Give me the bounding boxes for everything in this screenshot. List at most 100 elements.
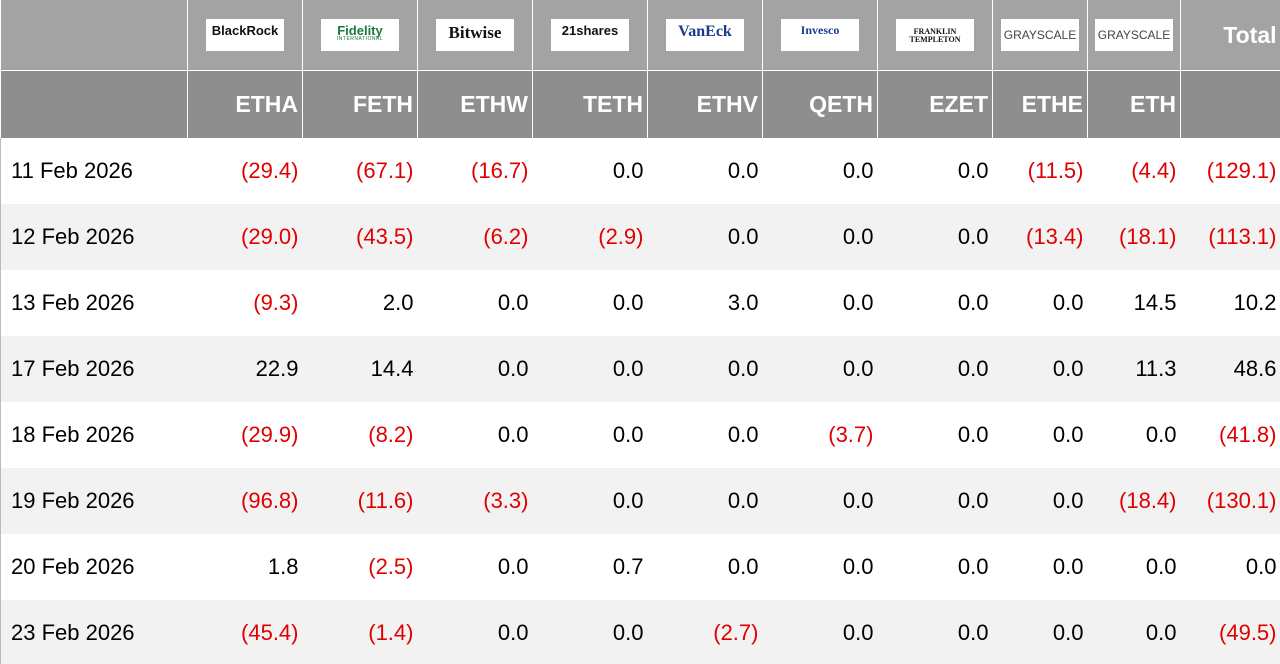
flow-cell: 0.0: [1145, 422, 1177, 447]
flow-cell: 0.0: [1087, 600, 1181, 664]
logo-cell: Bitwise: [417, 0, 533, 71]
flow-cell: 11.3: [1087, 336, 1181, 402]
flow-cell: (18.1): [1087, 204, 1181, 270]
data-row: 17 Feb 2026 22.9 14.4 0.0 0.0 0.0 0.0 0.0 0.0 11.…: [0, 336, 1280, 402]
ticker: ETHV: [647, 70, 763, 138]
flow-cell: (9.3): [253, 290, 299, 315]
flow-cell: 0.0: [877, 204, 993, 270]
corner-cell: [0, 0, 188, 71]
logo-text: Bitwise: [448, 23, 502, 42]
flow-cell: 0.0: [762, 468, 878, 534]
flow-cell: 0.0: [497, 554, 529, 579]
flow-cell: (29.0): [187, 204, 303, 270]
flow-cell: 0.7: [612, 554, 644, 579]
ticker: ETH: [1087, 70, 1181, 138]
issuer-logo: 21shares: [551, 19, 629, 51]
logo-text: GRAYSCALE: [1003, 28, 1077, 42]
data-row: 18 Feb 2026 (29.9) (8.2) 0.0 0.0 0.0 (3.7) 0.0 0…: [0, 402, 1280, 468]
date-cell: 17 Feb 2026: [0, 336, 188, 402]
flow-cell: 48.6: [1180, 336, 1280, 402]
flow-cell: 0.0: [647, 336, 763, 402]
flow-cell: 0.0: [762, 204, 878, 270]
flow-cell: (6.2): [417, 204, 533, 270]
flow-cell: 0.0: [877, 336, 993, 402]
flow-cell: (18.4): [1087, 468, 1181, 534]
flow-cell: 0.0: [762, 336, 878, 402]
logo-cell: Invesco: [762, 0, 878, 71]
flow-cell: (13.4): [992, 204, 1088, 270]
data-row: 19 Feb 2026 (96.8) (11.6) (3.3) 0.0 0.0 0.0 0.0…: [0, 468, 1280, 534]
issuer-logo: GRAYSCALE: [1001, 19, 1079, 51]
issuer-logo: Fidelity INTERNATIONAL: [321, 19, 399, 51]
flow-cell: 10.2: [1233, 290, 1277, 315]
logo-cell: Fidelity INTERNATIONAL: [302, 0, 418, 71]
ticker: ETHE: [992, 70, 1088, 138]
issuer-logo: GRAYSCALE: [1095, 19, 1173, 51]
flow-cell: 0.0: [612, 290, 644, 315]
logo-row: BlackRock Fidelity INTERNATIONAL Bitwise 21s…: [0, 0, 1280, 71]
flow-cell: 0.0: [532, 336, 648, 402]
ticker: ETHA: [187, 70, 303, 138]
date-cell: 19 Feb 2026: [0, 468, 188, 534]
flow-cell: 1.8: [267, 554, 299, 579]
flow-cell: 0.0: [877, 600, 993, 664]
flow-cell: 0.0: [842, 290, 874, 315]
logo-cell: GRAYSCALE: [992, 0, 1088, 71]
flow-cell: 0.0: [992, 468, 1088, 534]
logo-text: GRAYSCALE: [1097, 28, 1171, 42]
flow-cell: 0.0: [532, 468, 648, 534]
flow-cell: (45.4): [187, 600, 303, 664]
flow-cell: (8.2): [368, 422, 414, 447]
ticker: FETH: [302, 70, 418, 138]
flow-cell: (96.8): [187, 468, 303, 534]
data-row: 11 Feb 2026 (29.4) (67.1) (16.7) 0.0 0.0 0.0 0.…: [0, 138, 1280, 204]
flow-cell: 0.0: [647, 468, 763, 534]
flow-cell: 0.0: [877, 468, 993, 534]
data-row: 20 Feb 2026 1.8 (2.5) 0.0 0.7 0.0 0.0 0.0 0.0 0.0…: [0, 534, 1280, 600]
logo-text: Invesco: [800, 23, 840, 37]
flow-cell: 0.0: [532, 600, 648, 664]
flow-cell: 0.0: [497, 422, 529, 447]
flow-cell: 0.0: [497, 290, 529, 315]
flow-cell: 0.0: [992, 336, 1088, 402]
flow-cell: 0.0: [992, 600, 1088, 664]
flow-cell: 0.0: [957, 554, 989, 579]
logo-text: VanEck: [678, 23, 732, 40]
flow-cell: (2.5): [368, 554, 414, 579]
issuer-logo: Invesco: [781, 19, 859, 51]
flow-cell: 0.0: [957, 158, 989, 183]
data-row: 12 Feb 2026 (29.0) (43.5) (6.2) (2.9) 0.0 0.0 0…: [0, 204, 1280, 270]
corner-cell: [0, 70, 188, 138]
total-header: Total: [1180, 0, 1280, 71]
data-row: 13 Feb 2026 (9.3) 2.0 0.0 0.0 3.0 0.0 0.0 0.0 14.…: [0, 270, 1280, 336]
flow-cell: 14.4: [302, 336, 418, 402]
flow-cell: (41.8): [1219, 422, 1277, 447]
logo-text: FRANKLIN: [913, 27, 957, 36]
flow-cell: (29.9): [241, 422, 299, 447]
flow-cell: (113.1): [1180, 204, 1280, 270]
flow-cell: 0.0: [957, 422, 989, 447]
date-cell: 23 Feb 2026: [0, 600, 188, 664]
date-cell: 13 Feb 2026: [0, 270, 188, 336]
flow-cell: 0.0: [417, 600, 533, 664]
flow-cell: 0.0: [1052, 290, 1084, 315]
logo-text: Fidelity: [337, 23, 383, 38]
logo-cell: FRANKLIN TEMPLETON: [877, 0, 993, 71]
flow-cell: (2.7): [647, 600, 763, 664]
ticker: QETH: [762, 70, 878, 138]
flow-cell: 0.0: [647, 204, 763, 270]
flow-cell: (1.4): [302, 600, 418, 664]
flow-cell: (11.6): [302, 468, 418, 534]
logo-cell: VanEck: [647, 0, 763, 71]
flow-cell: (49.5): [1180, 600, 1280, 664]
flow-cell: (43.5): [302, 204, 418, 270]
flow-cell: (4.4): [1131, 158, 1177, 183]
ticker: EZET: [877, 70, 993, 138]
ticker: TETH: [532, 70, 648, 138]
flow-cell: (11.5): [1027, 158, 1084, 183]
date-cell: 18 Feb 2026: [0, 402, 188, 468]
flow-cell: (3.7): [828, 422, 874, 447]
flow-cell: (130.1): [1180, 468, 1280, 534]
flow-cell: 3.0: [727, 290, 759, 315]
